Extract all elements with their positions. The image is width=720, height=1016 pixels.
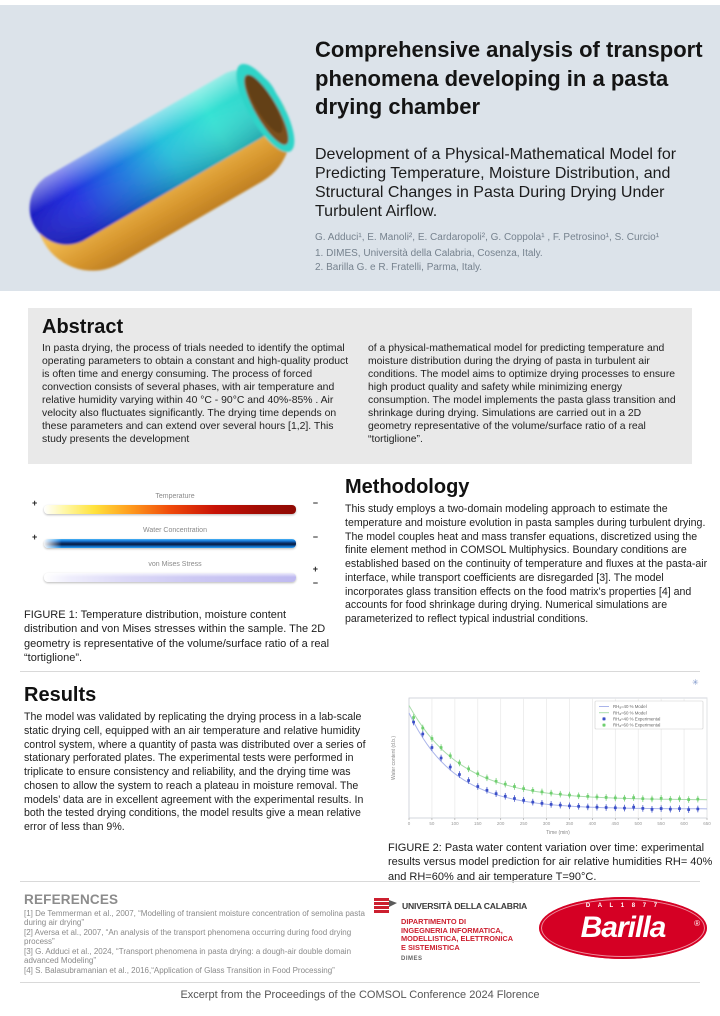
reference-item: [1] De Temmerman et al., 2007, “Modellin… (24, 909, 365, 927)
affiliations: 1. DIMES, Università della Calabria, Cos… (315, 247, 715, 275)
svg-text:350: 350 (566, 821, 574, 826)
svg-text:300: 300 (543, 821, 551, 826)
svg-text:600: 600 (680, 821, 688, 826)
minus-sign: − (312, 532, 318, 542)
results-heading: Results (24, 684, 97, 706)
abstract-column-1: In pasta drying, the process of trials n… (42, 343, 349, 445)
svg-text:200: 200 (497, 821, 505, 826)
abstract-section: Abstract In pasta drying, the process of… (28, 308, 692, 464)
svg-text:RHₐ=60 % Model: RHₐ=60 % Model (613, 710, 647, 715)
svg-text:100: 100 (451, 821, 459, 826)
plus-sign: + (32, 532, 38, 542)
minus-sign: − (312, 498, 318, 508)
svg-text:Time (min): Time (min) (546, 830, 570, 836)
von-mises-colorbar-label: von Mises Stress (148, 561, 202, 568)
figure2-chart: 0 50 100 150 200 250 300 350 400 450 500 550 600 650 T… (389, 690, 713, 836)
unical-crest-icon (374, 898, 397, 913)
temperature-colorbar-label: Temperature (155, 493, 195, 500)
minus-sign: − (312, 578, 318, 588)
svg-text:450: 450 (612, 821, 620, 826)
water-concentration-gradient-bar (44, 539, 296, 548)
water-concentration-colorbar-label: Water Concentration (143, 527, 207, 534)
svg-text:RHₐ=40 % Model: RHₐ=40 % Model (613, 704, 647, 709)
figure1-caption: FIGURE 1: Temperature distribution, mois… (24, 609, 330, 664)
svg-text:RHₐ=40 % Experimental: RHₐ=40 % Experimental (613, 717, 660, 722)
von-mises-gradient-bar (44, 573, 296, 582)
svg-text:250: 250 (520, 821, 528, 826)
section-divider (20, 881, 700, 882)
abstract-column-2: of a physical-mathematical model for pre… (368, 343, 676, 445)
svg-text:RHₐ=60 % Experimental: RHₐ=60 % Experimental (613, 723, 660, 728)
abstract-heading: Abstract (42, 316, 124, 338)
svg-text:150: 150 (474, 821, 482, 826)
barilla-wordmark: Barilla (580, 911, 667, 944)
section-divider (20, 671, 700, 672)
svg-text:400: 400 (589, 821, 597, 826)
figure2-caption: FIGURE 2: Pasta water content variation … (388, 842, 713, 883)
methodology-heading: Methodology (345, 476, 470, 498)
water-concentration-colorbar: Water Concentration + − (30, 526, 320, 560)
poster-title: Comprehensive analysis of transport phen… (315, 37, 703, 120)
svg-text:650: 650 (703, 821, 711, 826)
unical-logo: UNIVERSITÀ DELLA CALABRIA DIPARTIMENTO D… (374, 898, 534, 962)
svg-text:550: 550 (657, 821, 665, 826)
affiliation-2: 2. Barilla G. e R. Fratelli, Parma, Ital… (315, 262, 483, 273)
temperature-gradient-bar (44, 505, 296, 514)
results-body: The model was validated by replicating t… (24, 711, 366, 834)
affiliation-1: 1. DIMES, Università della Calabria, Cos… (315, 248, 543, 259)
poster-subtitle: Development of a Physical-Mathematical M… (315, 146, 677, 220)
figure1: Temperature + − Water Concentration + − … (30, 492, 320, 594)
reference-item: [3] G. Adduci et al., 2024, “Transport p… (24, 946, 352, 965)
pasta-simulation-image (29, 63, 295, 271)
von-mises-colorbar: von Mises Stress + − (30, 560, 320, 594)
water-content-chart: 0 50 100 150 200 250 300 350 400 450 500 550 600 650 T… (391, 697, 711, 836)
methodology-body: This study employs a two-domain modeling… (345, 503, 708, 626)
footer-text: Excerpt from the Proceedings of the COMS… (180, 989, 540, 1001)
barilla-tagline: D A L 1 8 7 7 (585, 903, 661, 909)
plus-sign: + (312, 564, 318, 574)
barilla-logo: D A L 1 8 7 7 Barilla ® (539, 897, 707, 959)
unical-name: UNIVERSITÀ DELLA CALABRIA (402, 901, 528, 911)
temperature-colorbar: Temperature + − (30, 492, 320, 526)
svg-text:50: 50 (429, 821, 435, 826)
plot-settings-icon: ✳ (692, 678, 699, 687)
authors-line: G. Adduci¹, E. Manoli², E. Cardaropoli²,… (315, 232, 660, 243)
svg-text:500: 500 (634, 821, 642, 826)
unical-dimes-label: DIMES (401, 955, 423, 962)
reference-item: [4] S. Balasubramanian et al., 2016,“App… (24, 965, 335, 975)
plus-sign: + (32, 498, 38, 508)
svg-text:0: 0 (408, 821, 411, 826)
references-heading: REFERENCES (24, 892, 119, 907)
reference-item: [2] Aversa et al., 2007, “An analysis of… (24, 927, 352, 946)
unical-department: DIPARTIMENTO DI INGEGNERIA INFORMATICA, … (401, 917, 514, 953)
references-list: [1] De Temmerman et al., 2007, “Modellin… (24, 909, 372, 977)
svg-text:Water content (d.b.): Water content (d.b.) (391, 736, 397, 780)
registered-trademark-icon: ® (694, 919, 700, 928)
footer-divider (20, 982, 700, 983)
